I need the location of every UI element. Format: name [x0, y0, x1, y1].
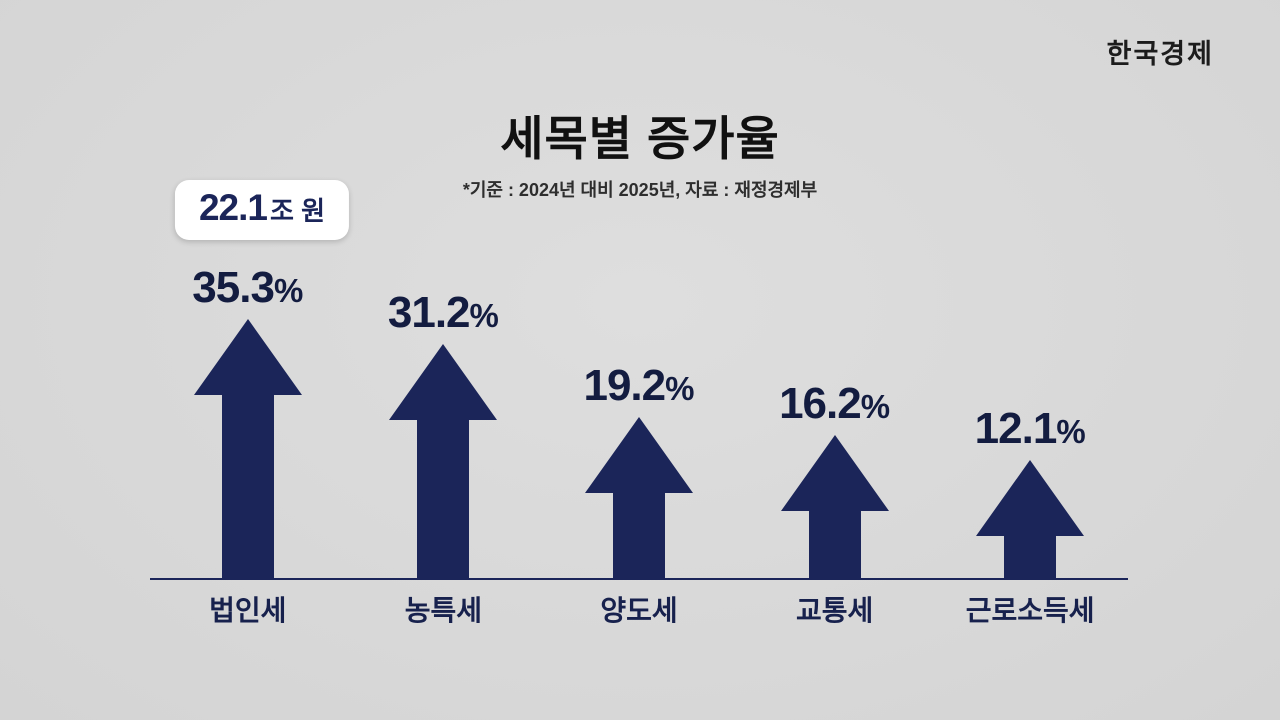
chart-area: 35.3% 31.2% 19.2% 16.2% 12.1% [150, 248, 1128, 580]
brand-logo: 한국경제 [1106, 39, 1214, 69]
value-label: 31.2% [388, 291, 499, 335]
value-number: 19.2 [583, 361, 666, 410]
percent-sign: % [469, 297, 499, 334]
chart-column: 16.2% [737, 382, 933, 578]
chart-column: 31.2% [346, 291, 542, 578]
percent-sign: % [860, 388, 891, 425]
arrow-up-bar [389, 344, 498, 578]
value-label: 35.3% [192, 266, 303, 310]
value-number: 35.3 [192, 263, 275, 312]
chart-column: 35.3% [150, 266, 346, 578]
percent-sign: % [665, 370, 695, 407]
arrow-up-bar [193, 319, 302, 578]
percent-sign: % [1056, 413, 1086, 450]
category-labels: 법인세 농특세 양도세 교통세 근로소득세 [150, 589, 1128, 629]
category-label: 법인세 [209, 595, 287, 626]
percent-sign: % [273, 272, 304, 309]
value-label: 12.1% [975, 407, 1086, 451]
chart-column: 12.1% [932, 407, 1128, 578]
arrow-up-bar [780, 435, 889, 578]
chart-subtitle: *기준 : 2024년 대비 2025년, 자료 : 재정경제부 [462, 180, 818, 200]
chart-column: 19.2% [541, 364, 737, 578]
callout-bubble: 22.1 조 원 [174, 180, 350, 240]
value-label: 16.2% [779, 382, 890, 426]
arrow-up-bar [584, 417, 693, 578]
category-label: 농특세 [404, 595, 483, 626]
category-label: 근로소득세 [965, 595, 1095, 626]
value-number: 12.1 [974, 404, 1058, 453]
arrow-up-bar [976, 460, 1085, 578]
value-number: 16.2 [779, 379, 862, 428]
chart-title: 세목별 증가율 [500, 112, 780, 165]
category-label: 양도세 [600, 595, 678, 626]
category-label: 교통세 [795, 595, 874, 626]
value-label: 19.2% [583, 364, 694, 408]
callout-value: 22.1 [198, 187, 268, 228]
value-number: 31.2 [387, 288, 471, 337]
callout-unit: 조 원 [269, 196, 326, 226]
